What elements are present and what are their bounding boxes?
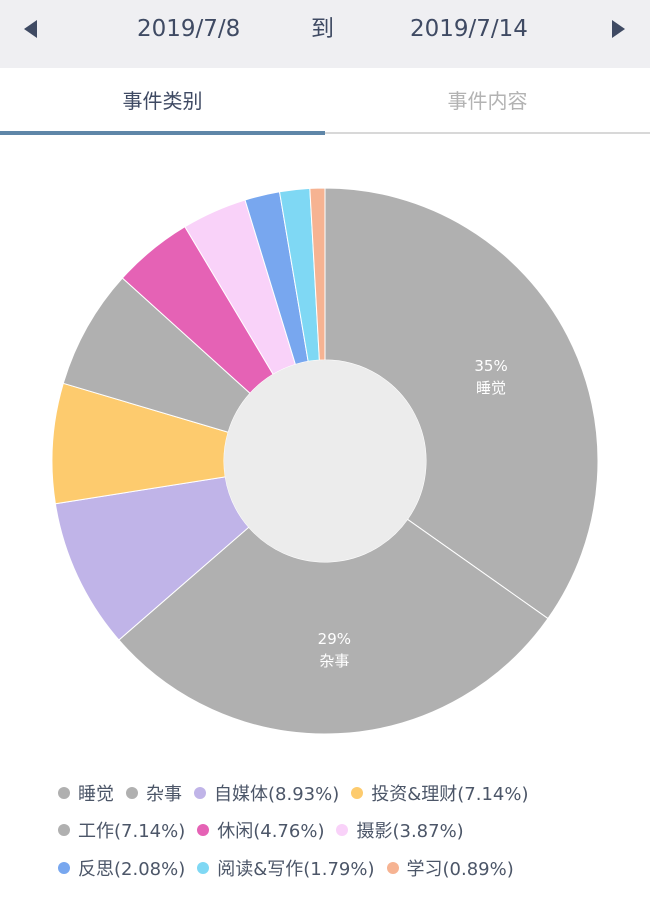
legend-dot-icon (336, 824, 349, 837)
legend-dot-icon (386, 861, 399, 874)
legend-dot-icon (194, 786, 206, 799)
legend-dot-icon (58, 786, 70, 799)
legend-dot-icon (58, 861, 70, 874)
legend-row: 反思(2.08%) 阅读&写作(1.79%) 学习(0.89%) (58, 849, 648, 887)
legend-item[interactable]: 摄影(3.87%) (336, 817, 464, 843)
triangle-left-icon[interactable] (24, 20, 37, 38)
legend-label: 睡觉 (78, 783, 114, 805)
legend-dot-icon (126, 786, 138, 799)
legend-item[interactable]: 阅读&写作(1.79%) (197, 855, 375, 881)
slice-label-name-0: 睡觉 (476, 379, 506, 397)
tab-event-content[interactable]: 事件内容 (447, 89, 528, 113)
start-date[interactable]: 2019/7/8 (137, 16, 241, 42)
legend-item[interactable]: 睡觉 (58, 780, 114, 806)
legend-label: 杂事 (146, 783, 182, 805)
date-range-bar: 2019/7/8 到 2019/7/14 (0, 0, 650, 68)
tab-divider (0, 132, 650, 134)
legend-label: 反思(2.08%) (78, 858, 186, 880)
legend-label: 摄影(3.87%) (356, 821, 464, 843)
legend-item[interactable]: 自媒体(8.93%) (194, 780, 339, 806)
tab-event-category[interactable]: 事件类别 (122, 89, 203, 113)
legend-row: 工作(7.14%) 休闲(4.76%) 摄影(3.87%) (58, 812, 648, 850)
chart-legend: 睡觉 杂事 自媒体(8.93%) 投资&理财(7.14%) 工作(7.14%) 休闲(4.… (58, 774, 648, 887)
date-separator: 到 (311, 16, 334, 42)
legend-item[interactable]: 休闲(4.76%) (197, 817, 324, 843)
legend-item[interactable]: 工作(7.14%) (58, 817, 185, 843)
legend-label: 自媒体(8.93%) (214, 783, 340, 805)
tab-active-indicator (0, 131, 325, 135)
end-date[interactable]: 2019/7/14 (410, 16, 528, 42)
legend-dot-icon (58, 824, 70, 837)
legend-label: 阅读&写作(1.79%) (217, 858, 375, 880)
tab-bar: 事件类别 事件内容 (0, 68, 650, 136)
legend-item[interactable]: 杂事 (126, 780, 182, 806)
donut-chart: 35% 睡觉 29% 杂事 (51, 187, 599, 735)
triangle-right-icon[interactable] (612, 20, 625, 38)
legend-row: 睡觉 杂事 自媒体(8.93%) 投资&理财(7.14%) (58, 774, 648, 812)
legend-label: 学习(0.89%) (406, 858, 514, 880)
legend-dot-icon (351, 786, 364, 799)
slice-label-name-1: 杂事 (319, 652, 349, 670)
donut-hole (224, 360, 426, 562)
legend-label: 工作(7.14%) (78, 821, 186, 843)
legend-dot-icon (197, 824, 210, 837)
legend-item[interactable]: 学习(0.89%) (386, 855, 514, 881)
legend-item[interactable]: 投资&理财(7.14%) (351, 780, 529, 806)
legend-label: 休闲(4.76%) (217, 821, 325, 843)
legend-item[interactable]: 反思(2.08%) (58, 855, 185, 881)
slice-label-pct-1: 29% (318, 630, 351, 648)
legend-dot-icon (197, 861, 210, 874)
legend-label: 投资&理财(7.14%) (371, 783, 529, 805)
slice-label-pct-0: 35% (474, 357, 507, 375)
